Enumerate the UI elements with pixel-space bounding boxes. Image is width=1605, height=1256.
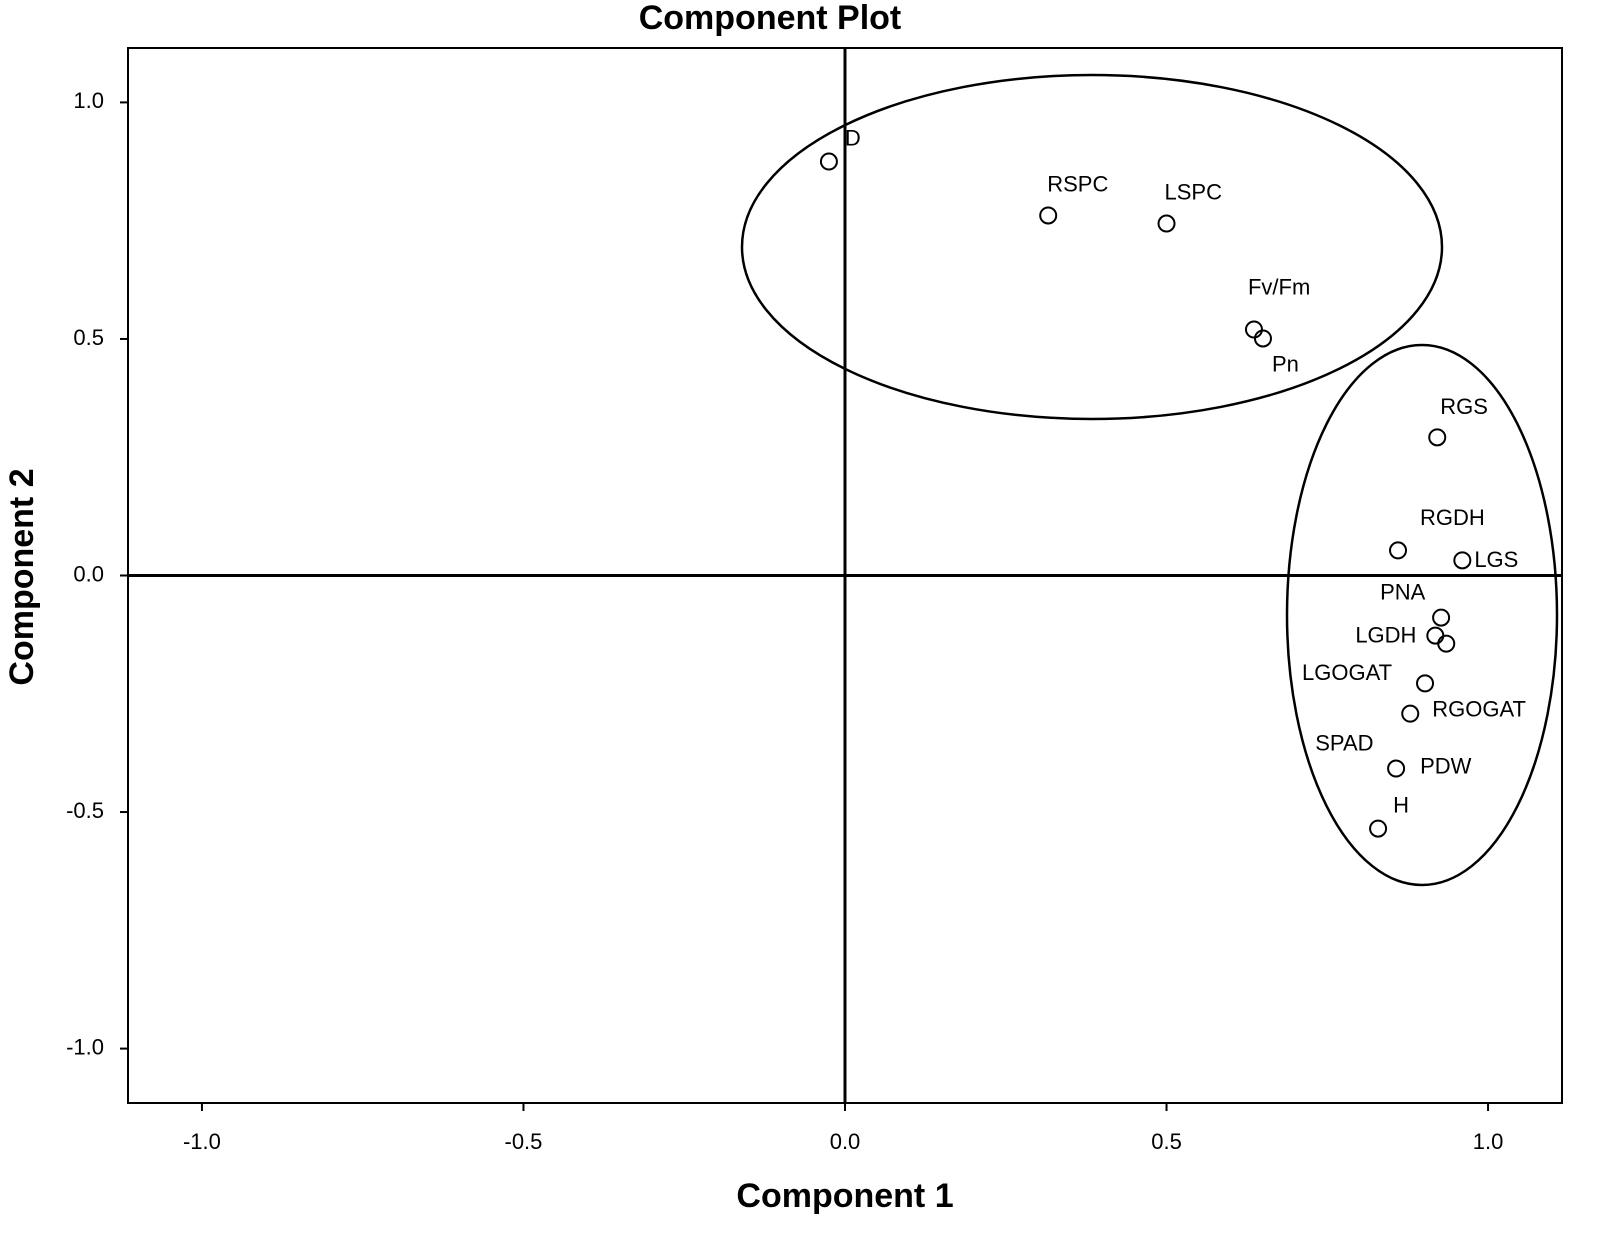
point-label: Fv/Fm [1248,274,1310,299]
point [1244,320,1263,339]
point [1416,674,1435,693]
y-tick-label: 1.0 [73,88,104,113]
point [1157,214,1176,233]
point [819,152,838,171]
point-label: LGDH [1355,622,1416,647]
point-label: RGS [1440,394,1488,419]
x-tick-label: -1.0 [183,1129,221,1154]
point [1389,541,1408,560]
point-label: LSPC [1165,179,1223,204]
point-label: LGOGAT [1302,660,1392,685]
point [1426,626,1445,645]
y-axis-label: Component 2 [3,468,41,685]
point-label: PNA [1380,579,1426,604]
x-axis-label: Component 1 [736,1177,953,1215]
point-label: SPAD [1315,730,1373,755]
point-label: D [845,125,861,150]
point [1039,206,1058,225]
point-label: H [1393,792,1409,817]
chart-title: Component Plot [639,0,902,37]
x-tick-label: -0.5 [505,1129,543,1154]
x-tick-label: 0.5 [1151,1129,1182,1154]
point [1401,704,1420,723]
point [1453,551,1472,570]
y-tick-label: -0.5 [66,798,104,823]
point [1432,608,1451,627]
point [1437,634,1456,653]
point-label: RSPC [1047,171,1108,196]
point [1253,329,1272,348]
y-tick-label: 0.5 [73,325,104,350]
point-label: LGS [1474,547,1518,572]
y-tick-label: 0.0 [73,561,104,586]
point-label: RGDH [1420,505,1485,530]
y-tick-label: -1.0 [66,1034,104,1059]
cluster-ellipse [1285,343,1559,887]
point-label: RGOGAT [1432,696,1526,721]
x-tick-label: 1.0 [1473,1129,1504,1154]
point [1387,759,1406,778]
point [1369,819,1388,838]
cluster-ellipse [740,73,1444,421]
point-label: Pn [1272,351,1299,376]
point-label: PDW [1420,753,1472,778]
x-tick-label: 0.0 [830,1129,861,1154]
point [1428,428,1447,447]
